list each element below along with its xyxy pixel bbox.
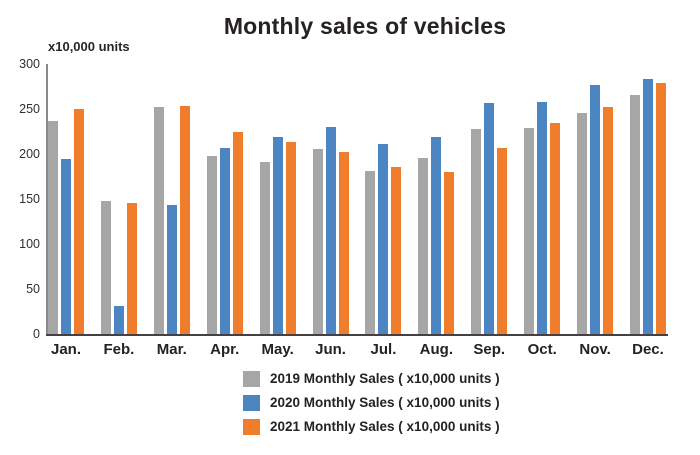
y-tick-label-100: 100: [19, 237, 40, 251]
bar-2020-jun: [325, 127, 336, 334]
bar-2021-feb: [126, 202, 137, 334]
bar-2019-feb: [100, 200, 111, 334]
bar-2020-apr: [219, 147, 230, 334]
bar-group-apr: [206, 64, 243, 334]
y-tick-label-150: 150: [19, 192, 40, 206]
bar-2021-nov: [603, 107, 614, 334]
bar-group-mar: [153, 64, 190, 334]
legend-item-2020: 2020 Monthly Sales ( x10,000 units ): [243, 394, 500, 411]
bar-2020-feb: [113, 306, 124, 334]
bar-2019-nov: [577, 112, 588, 334]
y-tick-label-0: 0: [33, 327, 40, 341]
legend-label-2019: 2019 Monthly Sales ( x10,000 units ): [270, 371, 500, 386]
legend-item-2021: 2021 Monthly Sales ( x10,000 units ): [243, 418, 500, 435]
bar-2020-jan: [61, 159, 71, 334]
bar-2020-jul: [378, 144, 389, 334]
bar-2019-apr: [206, 155, 217, 334]
x-label-aug: Aug.: [419, 341, 453, 358]
bar-2021-oct: [550, 123, 561, 334]
y-axis-unit-label: x10,000 units: [48, 39, 130, 54]
x-label-apr: Apr.: [210, 341, 240, 358]
x-label-may: May.: [261, 341, 294, 358]
x-label-jan: Jan.: [50, 341, 81, 358]
bar-group-nov: [577, 64, 614, 334]
legend-swatch-2020: [243, 394, 260, 411]
bar-2019-jun: [312, 148, 323, 334]
x-label-feb: Feb.: [103, 341, 135, 358]
bar-group-jul: [365, 64, 402, 334]
bar-2019-dec: [629, 94, 640, 334]
bar-group-oct: [524, 64, 561, 334]
bar-2019-jul: [365, 171, 376, 334]
bar-2020-mar: [166, 205, 177, 334]
bar-2019-mar: [153, 107, 164, 334]
bar-2021-apr: [232, 131, 243, 334]
x-label-sep: Sep.: [473, 341, 506, 358]
bar-2019-aug: [418, 157, 429, 334]
bar-group-feb: [100, 64, 137, 334]
x-label-oct: Oct.: [527, 341, 557, 358]
legend-swatch-2019: [243, 370, 260, 387]
plot-area: [48, 64, 666, 334]
x-label-jul: Jul.: [370, 341, 397, 358]
x-label-dec: Dec.: [632, 341, 664, 358]
x-axis-labels: Jan. Feb. Mar. Apr. May. Jun. Jul. Aug. Sep. Oct.…: [48, 341, 666, 358]
bar-2021-sep: [497, 147, 508, 334]
legend: 2019 Monthly Sales ( x10,000 units ) 2020…: [243, 370, 500, 435]
bar-2021-jun: [338, 152, 349, 334]
y-tick-label-50: 50: [26, 282, 40, 296]
y-tick-label-250: 250: [19, 102, 40, 116]
bar-group-may: [259, 64, 296, 334]
bar-2019-may: [259, 162, 270, 334]
bar-group-dec: [629, 64, 666, 334]
legend-item-2019: 2019 Monthly Sales ( x10,000 units ): [243, 370, 500, 387]
legend-label-2020: 2020 Monthly Sales ( x10,000 units ): [270, 395, 500, 410]
bar-2020-aug: [431, 136, 442, 334]
x-axis-line: [46, 334, 668, 336]
bar-group-jun: [312, 64, 349, 334]
bar-2019-jan: [48, 120, 58, 334]
bar-2020-oct: [537, 101, 548, 334]
bar-2020-sep: [484, 102, 495, 334]
bar-group-jan: [48, 64, 84, 334]
bar-2020-dec: [642, 79, 653, 334]
legend-swatch-2021: [243, 418, 260, 435]
bar-group-sep: [471, 64, 508, 334]
legend-label-2021: 2021 Monthly Sales ( x10,000 units ): [270, 419, 500, 434]
bar-2021-dec: [655, 82, 666, 334]
x-label-mar: Mar.: [156, 341, 187, 358]
bar-2019-oct: [524, 127, 535, 334]
x-label-nov: Nov.: [579, 341, 611, 358]
bar-2021-jan: [74, 109, 84, 334]
bar-2021-may: [285, 142, 296, 334]
bar-2021-mar: [179, 106, 190, 334]
bar-2021-jul: [391, 166, 402, 334]
bar-group-aug: [418, 64, 455, 334]
bar-2020-nov: [590, 84, 601, 334]
x-label-jun: Jun.: [315, 341, 346, 358]
y-tick-label-300: 300: [19, 57, 40, 71]
bar-2019-sep: [471, 128, 482, 334]
bar-2020-may: [272, 136, 283, 334]
y-axis-line: [46, 64, 48, 335]
bar-2021-aug: [444, 172, 455, 334]
chart-title: Monthly sales of vehicles: [223, 13, 507, 39]
y-tick-label-200: 200: [19, 147, 40, 161]
